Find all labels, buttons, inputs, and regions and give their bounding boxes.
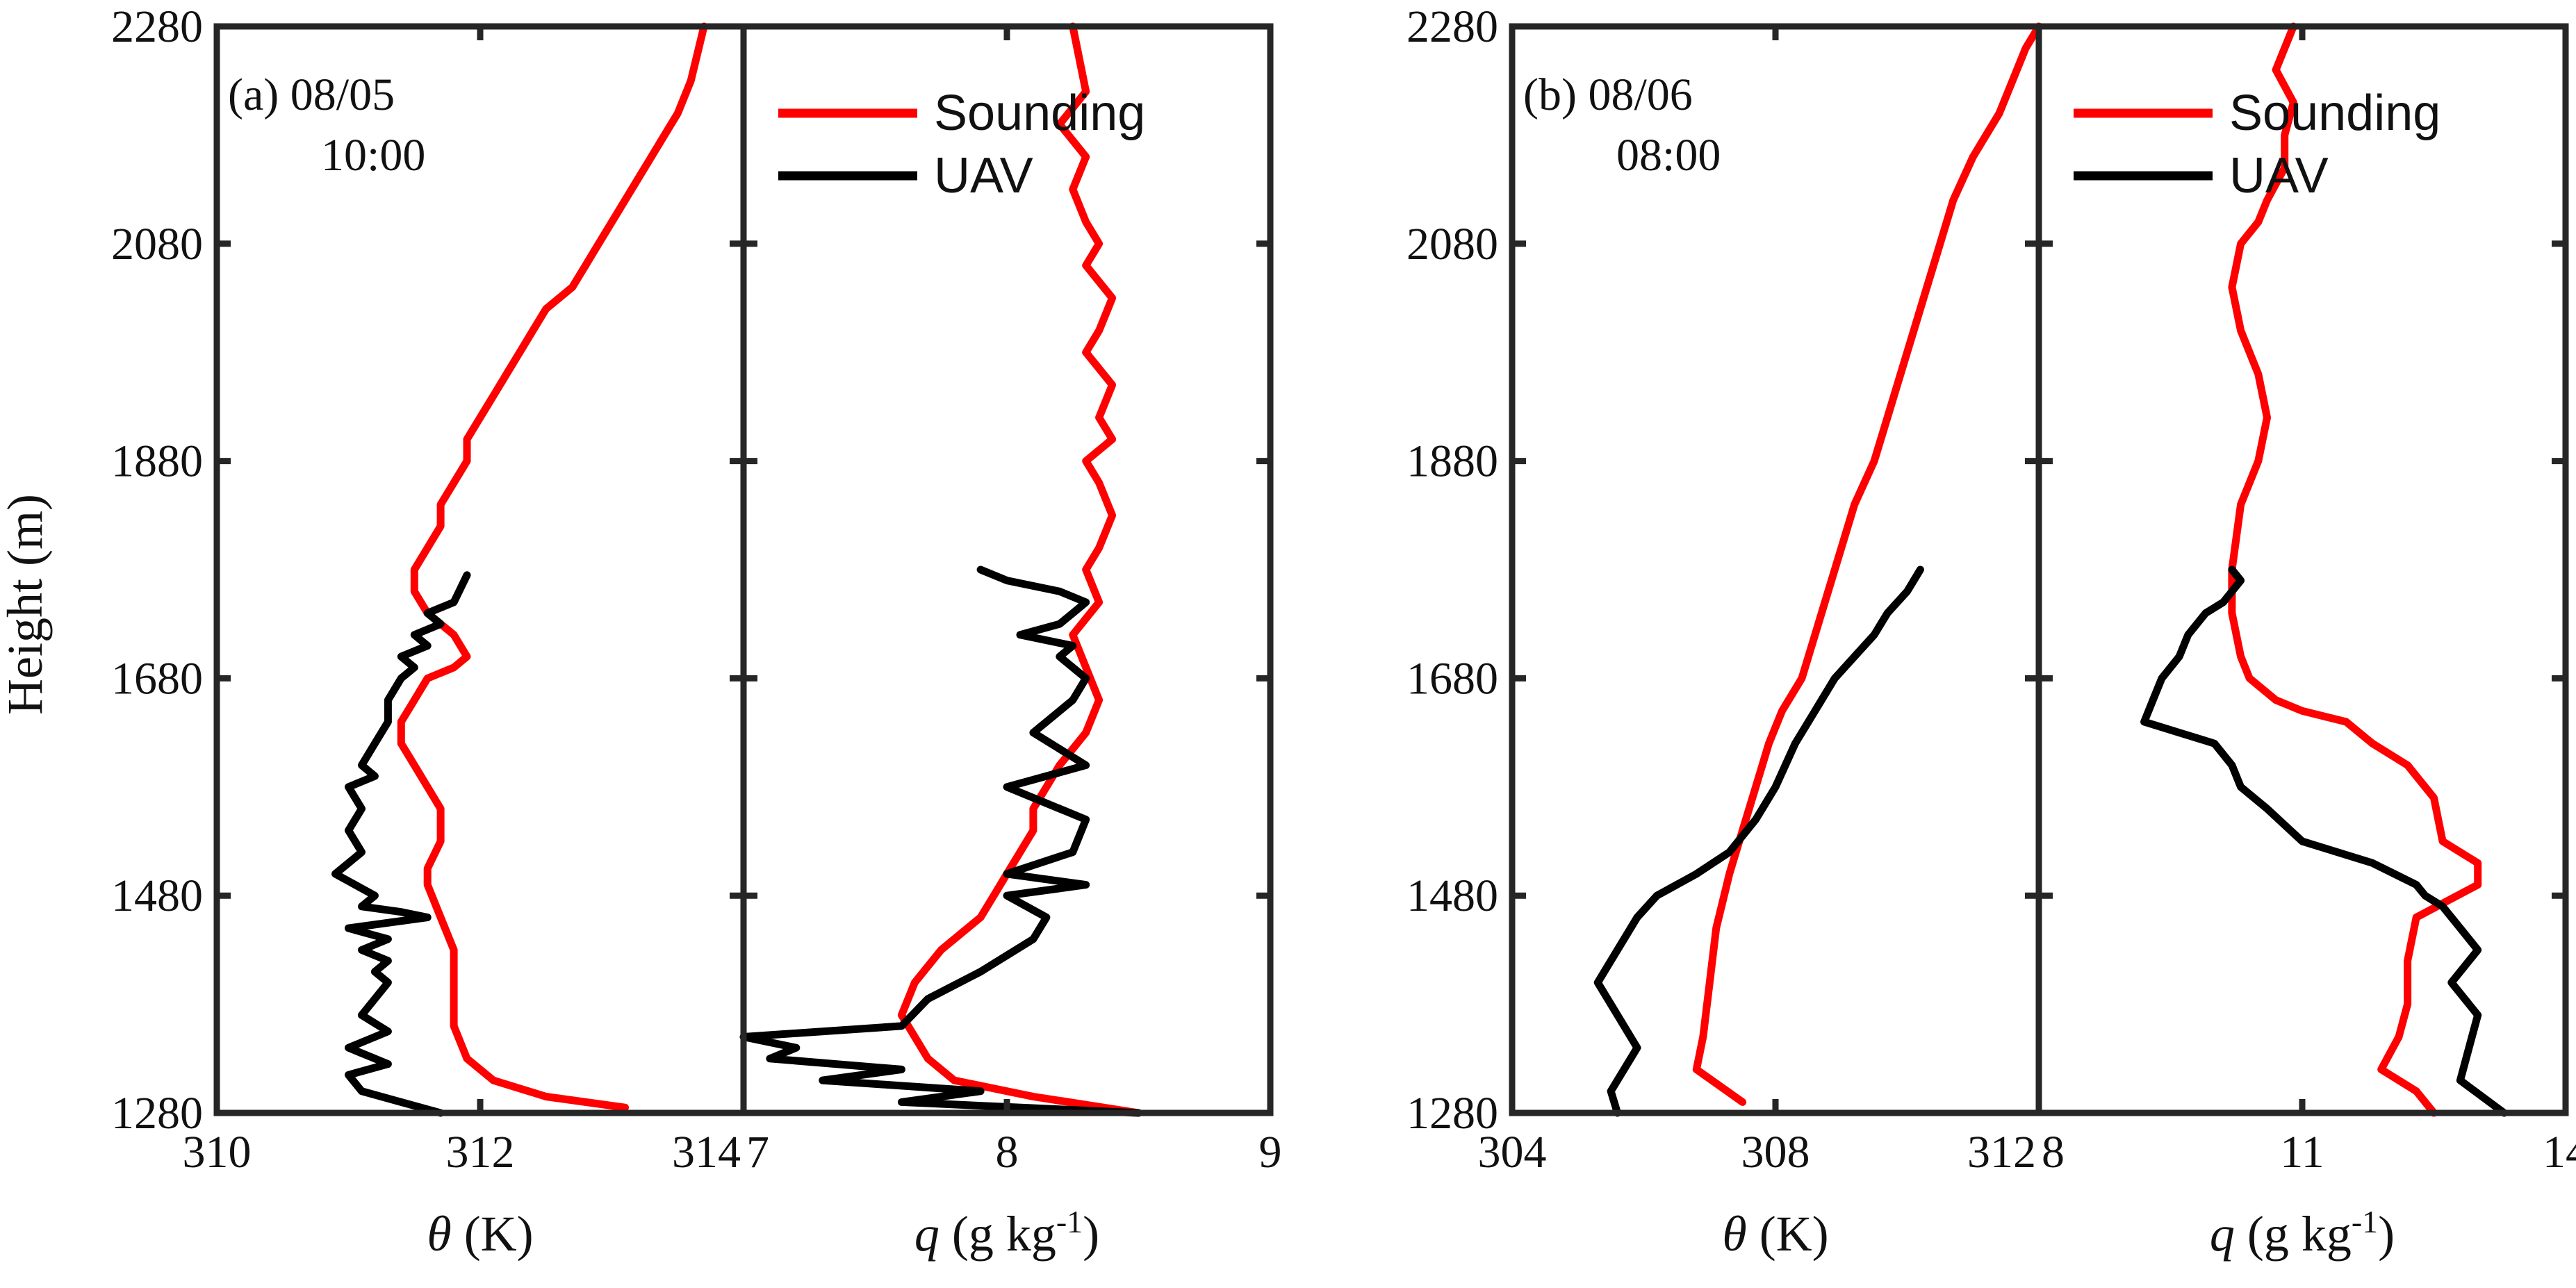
series-line-uav [1593, 565, 1924, 1117]
y-tick-label: 1480 [111, 870, 203, 921]
axes-frame [213, 23, 747, 1116]
x-axis-label: θ (K) [1722, 1206, 1828, 1262]
legend-label-uav: UAV [2229, 148, 2329, 204]
x-axis-label: q (g kg-1) [2210, 1204, 2395, 1262]
legend-label-sounding: Sounding [934, 85, 1145, 141]
y-tick-label: 1280 [1406, 1088, 1498, 1139]
series-line-uav [739, 565, 1142, 1117]
y-tick-label: 2080 [111, 219, 203, 270]
series-line-uav [331, 571, 471, 1117]
x-tick-label: 304 [1478, 1127, 1547, 1178]
x-tick-label: 310 [183, 1127, 252, 1178]
y-tick-label: 1880 [1406, 436, 1498, 487]
panel-label: (a) 08/05 [228, 69, 395, 120]
series-line-uav [2140, 565, 2509, 1117]
y-tick-label: 1680 [111, 653, 203, 704]
x-axis-label: q (g kg-1) [914, 1204, 1099, 1262]
y-axis-label-a: Height (m) [0, 494, 53, 715]
panel-time-label: 08:00 [1616, 130, 1721, 181]
y-tick-label: 1880 [111, 436, 203, 487]
x-tick-label: 308 [1741, 1127, 1810, 1178]
series-line-sounding [1692, 22, 2043, 1106]
x-tick-label: 11 [2280, 1127, 2324, 1178]
panel-b-theta: 1280 1480 1680 1880 2080 2280 304 308 312 θ (K) (b… [1406, 1, 2043, 1262]
x-tick-label: 8 [996, 1127, 1019, 1178]
y-tick-label: 1480 [1406, 870, 1498, 921]
x-tick-label: 7 [746, 1127, 769, 1178]
panel-a-theta: 1280 1480 1680 1880 2080 2280 310 312 314 θ (K) (a… [111, 1, 747, 1262]
x-tick-label: 8 [2042, 1127, 2065, 1178]
series-line-sounding [2228, 22, 2482, 1117]
y-tick-label: 2280 [111, 1, 203, 52]
x-tick-label: 9 [1259, 1127, 1282, 1178]
y-tick-label: 2080 [1406, 219, 1498, 270]
panel-label: (b) 08/06 [1523, 69, 1693, 120]
series-line-sounding [397, 22, 708, 1112]
legend-label-uav: UAV [934, 148, 1033, 204]
y-tick-label: 2280 [1406, 1, 1498, 52]
panel-b-q: 8 11 14 q (g kg-1) Sounding UAV [2035, 22, 2576, 1262]
series-line-sounding [897, 22, 1142, 1117]
x-axis-label: θ (K) [427, 1206, 533, 1262]
x-tick-label: 312 [1967, 1127, 2036, 1178]
panel-a-q: 7 8 9 q (g kg-1) Sounding UAV [739, 22, 1282, 1262]
y-tick-label: 1680 [1406, 653, 1498, 704]
legend-label-sounding: Sounding [2229, 85, 2440, 141]
x-tick-label: 14 [2543, 1127, 2576, 1178]
panel-time-label: 10:00 [321, 130, 425, 181]
y-tick-label: 1280 [111, 1088, 203, 1139]
x-tick-label: 312 [446, 1127, 515, 1178]
x-tick-label: 314 [672, 1127, 741, 1178]
